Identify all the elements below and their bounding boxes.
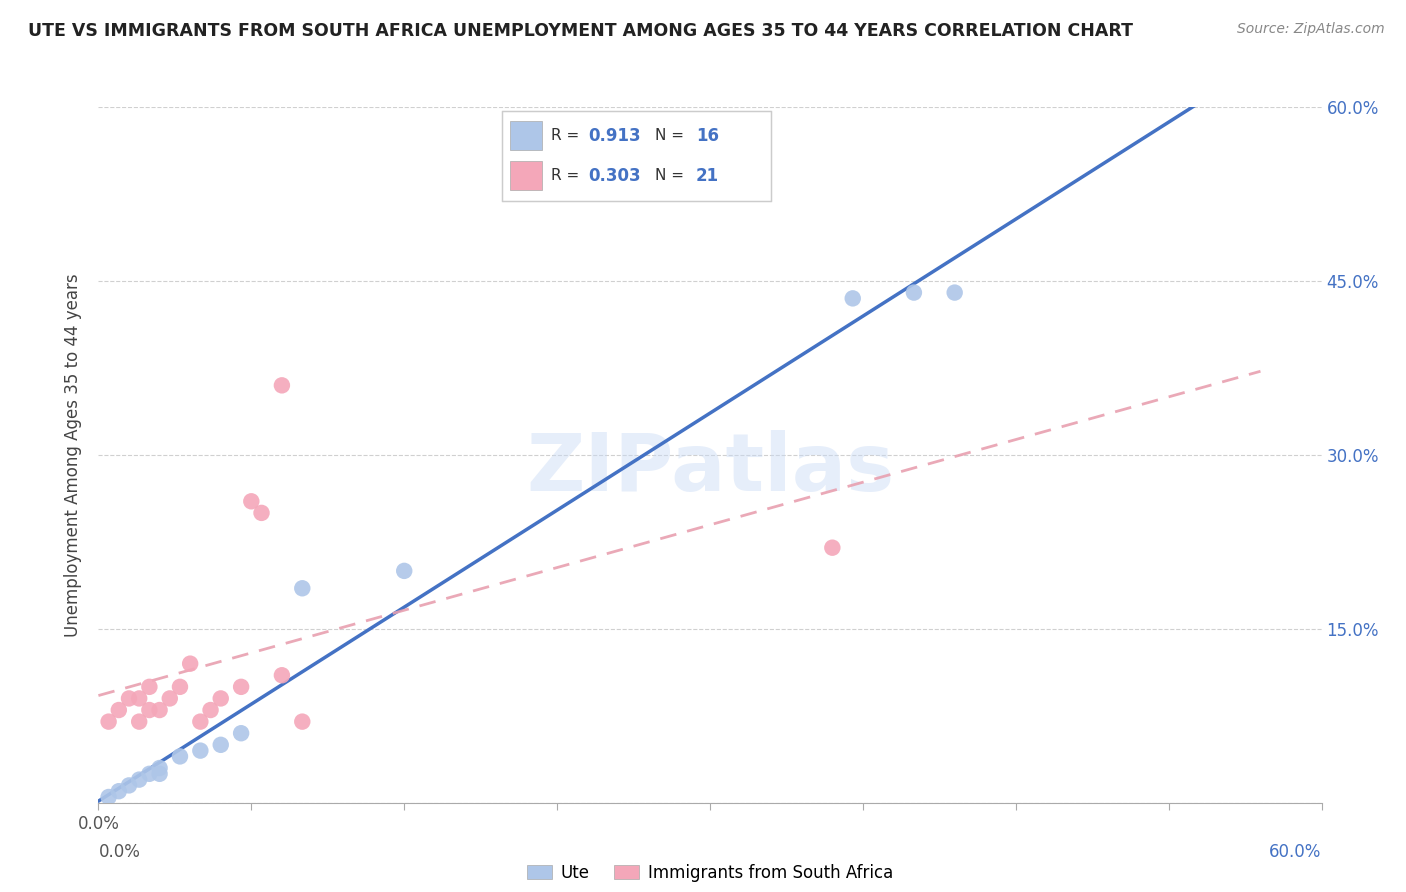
Point [240, 494, 263, 508]
Point [97, 714, 120, 729]
Point [128, 714, 150, 729]
Point [138, 703, 160, 717]
Point [821, 541, 844, 555]
Point [392, 564, 416, 578]
Text: Source: ZipAtlas.com: Source: ZipAtlas.com [1237, 22, 1385, 37]
Point [97, 790, 120, 805]
Point [108, 784, 131, 798]
Point [169, 749, 191, 764]
Point [188, 714, 212, 729]
Point [118, 778, 141, 792]
Point [179, 657, 201, 671]
Point [188, 744, 212, 758]
Text: 60.0%: 60.0% [1270, 843, 1322, 861]
Point [291, 582, 314, 596]
Point [108, 703, 131, 717]
Point [159, 691, 181, 706]
Point [169, 680, 191, 694]
Point [250, 506, 273, 520]
Point [903, 285, 925, 300]
Text: 0.0%: 0.0% [98, 843, 141, 861]
Point [128, 691, 150, 706]
Text: UTE VS IMMIGRANTS FROM SOUTH AFRICA UNEMPLOYMENT AMONG AGES 35 TO 44 YEARS CORRE: UTE VS IMMIGRANTS FROM SOUTH AFRICA UNEM… [28, 22, 1133, 40]
Point [209, 691, 232, 706]
Point [231, 726, 253, 740]
Point [270, 378, 294, 392]
Point [138, 680, 160, 694]
Point [841, 291, 863, 305]
Point [200, 703, 222, 717]
Point [943, 285, 966, 300]
Point [118, 691, 141, 706]
Point [149, 766, 172, 781]
Point [270, 668, 294, 682]
Point [149, 761, 172, 775]
Point [231, 680, 253, 694]
Point [209, 738, 232, 752]
Point [128, 772, 150, 787]
Point [138, 766, 160, 781]
Legend: Ute, Immigrants from South Africa: Ute, Immigrants from South Africa [520, 857, 900, 888]
Point [291, 714, 314, 729]
Text: ZIPatlas: ZIPatlas [526, 430, 894, 508]
Y-axis label: Unemployment Among Ages 35 to 44 years: Unemployment Among Ages 35 to 44 years [65, 273, 83, 637]
Point [149, 703, 172, 717]
